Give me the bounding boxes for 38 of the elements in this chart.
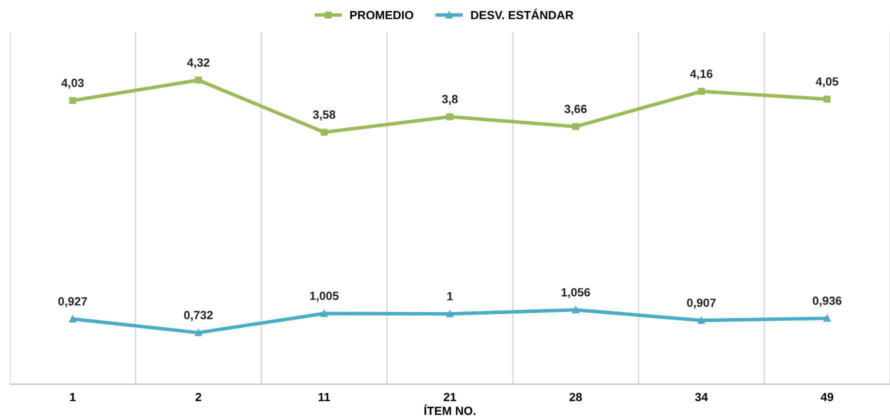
data-label: 1,005 bbox=[310, 292, 339, 302]
point bbox=[69, 97, 76, 104]
legend-label: PROMEDIO bbox=[350, 10, 414, 20]
data-label: 1,056 bbox=[562, 288, 590, 298]
point bbox=[320, 128, 328, 136]
x-axis-title: ÍTEM NO. bbox=[424, 404, 476, 416]
point bbox=[69, 315, 76, 322]
data-label: 3,58 bbox=[312, 110, 336, 120]
point bbox=[824, 96, 831, 103]
point bbox=[698, 316, 705, 324]
data-label: 4,03 bbox=[61, 78, 84, 89]
data-label: 3,66 bbox=[564, 104, 587, 115]
x-tick-label: 11 bbox=[318, 392, 330, 402]
x-tick-label: 49 bbox=[820, 392, 834, 402]
data-label: 0,732 bbox=[184, 310, 213, 321]
data-label: 1 bbox=[447, 292, 453, 300]
data-label: 0,936 bbox=[812, 296, 842, 307]
point bbox=[194, 329, 202, 336]
point bbox=[320, 310, 328, 317]
data-label: 3,8 bbox=[442, 94, 458, 105]
data-label: 0,907 bbox=[687, 298, 716, 309]
data-label: 4,32 bbox=[187, 58, 210, 68]
point bbox=[698, 88, 705, 95]
point bbox=[194, 76, 202, 84]
point bbox=[572, 306, 580, 314]
point bbox=[572, 123, 580, 130]
data-label: 0,927 bbox=[58, 297, 87, 308]
point bbox=[446, 310, 454, 318]
x-tick-label: 28 bbox=[569, 392, 582, 402]
point bbox=[824, 314, 831, 322]
x-tick-label: 1 bbox=[70, 392, 76, 402]
legend-label: DESV. ESTÁNDAR bbox=[471, 8, 574, 20]
x-tick-label: 21 bbox=[444, 392, 456, 402]
data-label: 4,05 bbox=[816, 77, 838, 88]
data-label: 4,16 bbox=[690, 70, 712, 80]
point bbox=[446, 113, 454, 120]
x-tick-label: 2 bbox=[196, 392, 202, 402]
x-tick-label: 34 bbox=[695, 392, 708, 402]
